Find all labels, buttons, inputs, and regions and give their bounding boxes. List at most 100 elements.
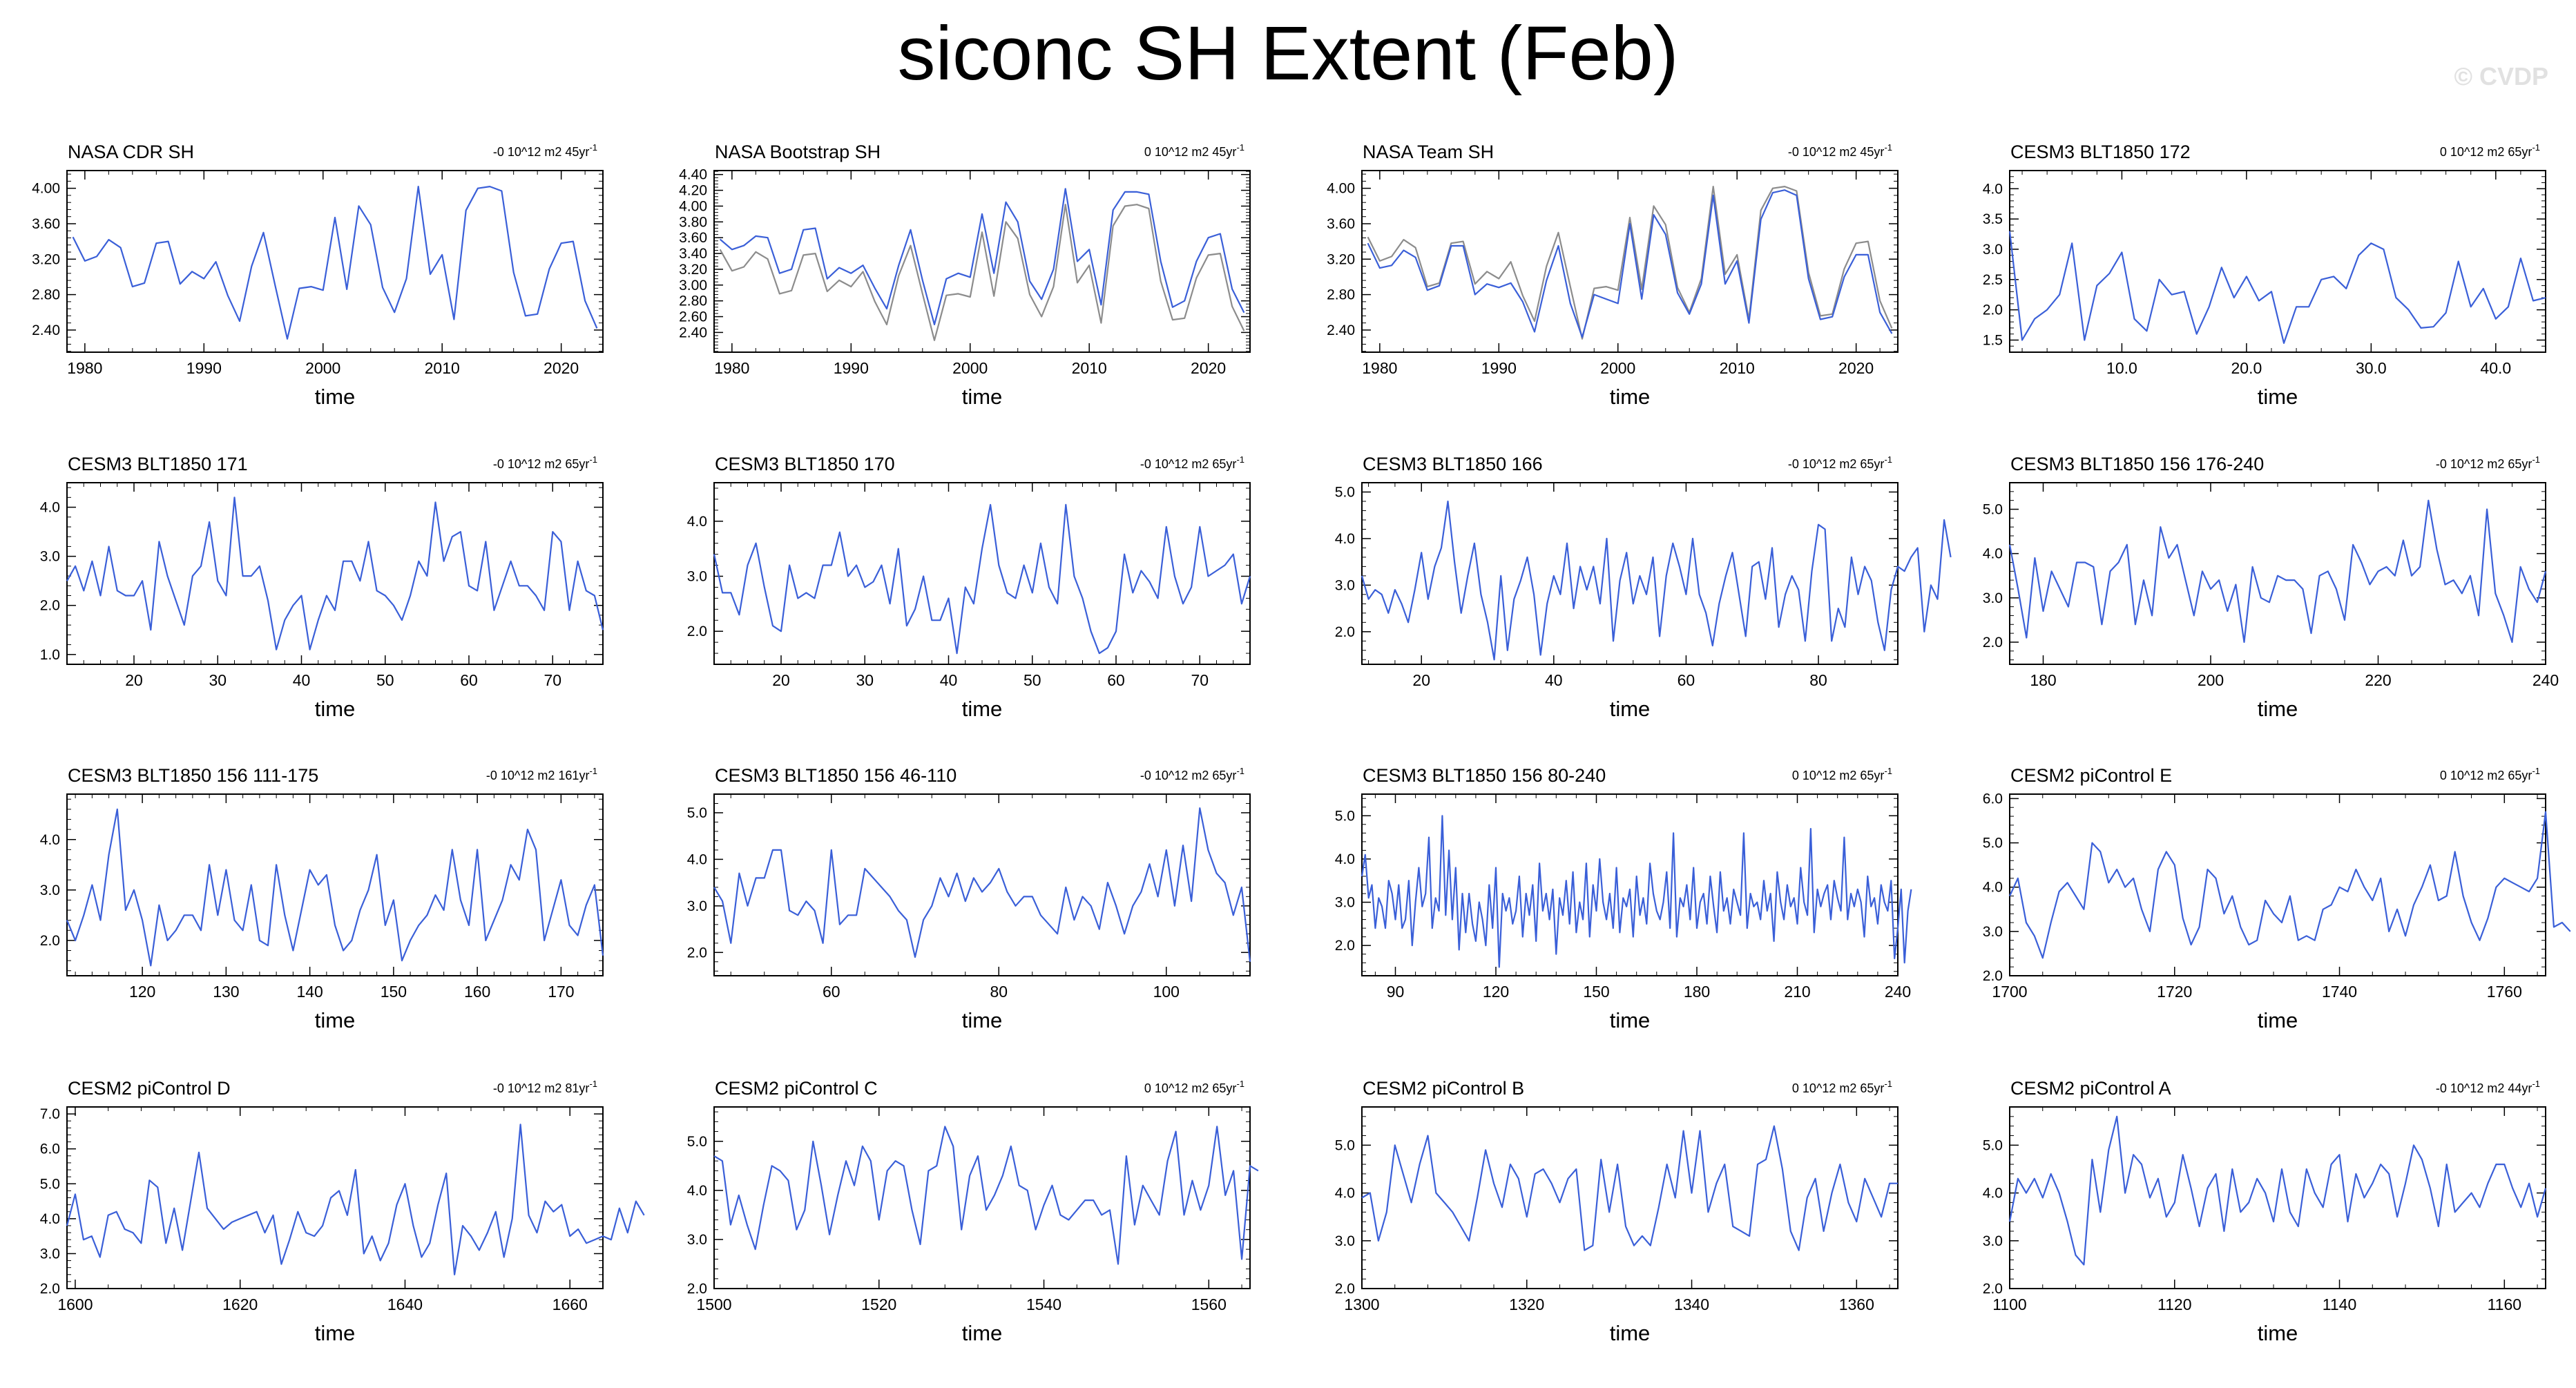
x-tick-label: 60 <box>1678 671 1695 689</box>
x-tick-label: 1500 <box>696 1295 731 1313</box>
x-tick-label: 40 <box>1545 671 1563 689</box>
panel-stats: -0 10^12 m2 44yr-1 <box>2436 1079 2540 1095</box>
y-tick-label: 1.0 <box>40 647 60 663</box>
panel-stats: 0 10^12 m2 65yr-1 <box>1792 766 1892 782</box>
panel-stats-sup: -1 <box>2532 454 2540 465</box>
y-tick-label: 5.0 <box>1983 1137 2003 1153</box>
y-tick-label: 5.0 <box>1335 484 1355 500</box>
panel-1: NASA CDR SH -0 10^12 m2 45yr-1 2.40 2.80 3.2… <box>32 142 604 409</box>
y-tick-label: 7.0 <box>40 1106 60 1122</box>
panel-stats-sup: -1 <box>589 454 597 465</box>
panel-title: CESM2 piControl D <box>68 1078 231 1099</box>
panel-stats: -0 10^12 m2 81yr-1 <box>493 1079 597 1095</box>
y-tick-label: 4.20 <box>679 183 707 199</box>
x-axis-label: time <box>962 697 1003 721</box>
y-tick-label: 2.0 <box>1983 968 2003 984</box>
series-line <box>713 1126 1259 1265</box>
plot-frame <box>713 482 1251 665</box>
x-axis-label: time <box>2258 697 2298 721</box>
x-tick-label: 1120 <box>2157 1295 2191 1313</box>
y-tick-label: 4.0 <box>1983 181 2003 197</box>
y-tick-label: 2.0 <box>687 624 707 639</box>
x-tick-label: 150 <box>1583 983 1609 1001</box>
y-tick-label: 4.0 <box>1983 880 2003 896</box>
x-tick-label: 30 <box>856 671 874 689</box>
y-tick-label: 3.0 <box>1335 895 1355 911</box>
plot-frame <box>1361 482 1899 665</box>
y-tick-label: 3.0 <box>40 883 60 898</box>
x-tick-label: 1140 <box>2323 1295 2356 1313</box>
x-tick-label: 150 <box>381 983 407 1001</box>
y-tick-label: 4.0 <box>1335 531 1355 547</box>
y-tick-label: 3.0 <box>1983 1233 2003 1249</box>
y-tick-label: 3.0 <box>687 1232 707 1248</box>
x-tick-label: 1990 <box>1481 359 1517 377</box>
x-tick-label: 170 <box>548 983 574 1001</box>
panel-stats: 0 10^12 m2 65yr-1 <box>2440 766 2540 782</box>
y-tick-label: 3.5 <box>1983 211 2003 227</box>
x-tick-label: 2000 <box>952 359 988 377</box>
x-tick-label: 20 <box>772 671 790 689</box>
series-line <box>72 186 598 340</box>
panel-stats-sup: -1 <box>1236 454 1244 465</box>
panel-stats-sup: -1 <box>1236 766 1244 776</box>
x-tick-label: 2020 <box>1191 359 1226 377</box>
x-tick-label: 200 <box>2198 671 2224 689</box>
panel-title: NASA CDR SH <box>68 142 194 162</box>
plot-frame <box>2009 793 2546 976</box>
y-tick-label: 2.0 <box>1335 938 1355 954</box>
panel-title: CESM2 piControl B <box>1363 1078 1524 1099</box>
x-tick-label: 180 <box>2030 671 2056 689</box>
y-tick-label: 4.00 <box>679 198 707 214</box>
y-tick-label: 4.0 <box>687 851 707 867</box>
plot-frame <box>66 793 604 976</box>
x-axis-label: time <box>1610 1321 1651 1345</box>
panel-3: NASA Team SH -0 10^12 m2 45yr-1 2.40 2.80 3.… <box>1327 142 1899 409</box>
panel-stats: -0 10^12 m2 65yr-1 <box>1140 454 1244 471</box>
plot-frame <box>2009 482 2546 665</box>
panel-6: CESM3 BLT1850 170 -0 10^12 m2 65yr-1 2.0 3.… <box>687 454 1251 721</box>
series-line <box>2008 1115 2547 1266</box>
y-tick-label: 5.0 <box>40 1176 60 1192</box>
x-axis-label: time <box>1610 697 1651 721</box>
y-tick-label: 4.00 <box>32 181 60 197</box>
plot-frame <box>713 170 1251 353</box>
plot-frame <box>1361 170 1899 353</box>
x-tick-label: 20.0 <box>2231 359 2262 377</box>
series-line <box>66 808 604 967</box>
x-axis-label: time <box>2258 1008 2298 1032</box>
y-tick-label: 3.00 <box>679 278 707 293</box>
panel-stats-sup: -1 <box>2532 766 2540 776</box>
plot-frame <box>2009 170 2546 353</box>
y-tick-label: 3.0 <box>1335 1233 1355 1249</box>
plot-frame <box>2009 1106 2546 1289</box>
y-tick-label: 3.0 <box>40 549 60 565</box>
watermark: © CVDP <box>2454 62 2548 90</box>
series-line <box>66 1124 645 1275</box>
y-tick-label: 4.0 <box>40 832 60 848</box>
y-tick-label: 2.80 <box>32 287 60 303</box>
y-tick-label: 3.80 <box>679 214 707 230</box>
panel-title: CESM3 BLT1850 172 <box>2010 142 2191 162</box>
y-tick-label: 5.0 <box>1335 1137 1355 1153</box>
x-tick-label: 2020 <box>1838 359 1874 377</box>
panel-stats: -0 10^12 m2 65yr-1 <box>2436 454 2540 471</box>
panel-16: CESM2 piControl A -0 10^12 m2 44yr-1 2.0 3.… <box>1983 1078 2547 1345</box>
x-axis-label: time <box>2258 385 2298 409</box>
panel-stats: 0 10^12 m2 65yr-1 <box>1144 1079 1244 1095</box>
x-tick-label: 1980 <box>1362 359 1397 377</box>
panel-stats-sup: -1 <box>2532 1079 2540 1089</box>
y-tick-label: 3.40 <box>679 246 707 262</box>
x-tick-label: 20 <box>125 671 143 689</box>
y-tick-label: 2.0 <box>40 933 60 949</box>
panel-stats: -0 10^12 m2 161yr-1 <box>486 766 597 782</box>
x-tick-label: 1620 <box>222 1295 258 1313</box>
panel-stats: 0 10^12 m2 45yr-1 <box>1144 142 1244 159</box>
panel-stats: -0 10^12 m2 65yr-1 <box>1140 766 1244 782</box>
y-tick-label: 3.0 <box>687 898 707 914</box>
y-tick-label: 3.0 <box>687 568 707 584</box>
x-tick-label: 1980 <box>714 359 749 377</box>
series-line <box>66 497 604 650</box>
panel-title: CESM3 BLT1850 156 111-175 <box>68 765 318 786</box>
x-axis-label: time <box>315 385 356 409</box>
